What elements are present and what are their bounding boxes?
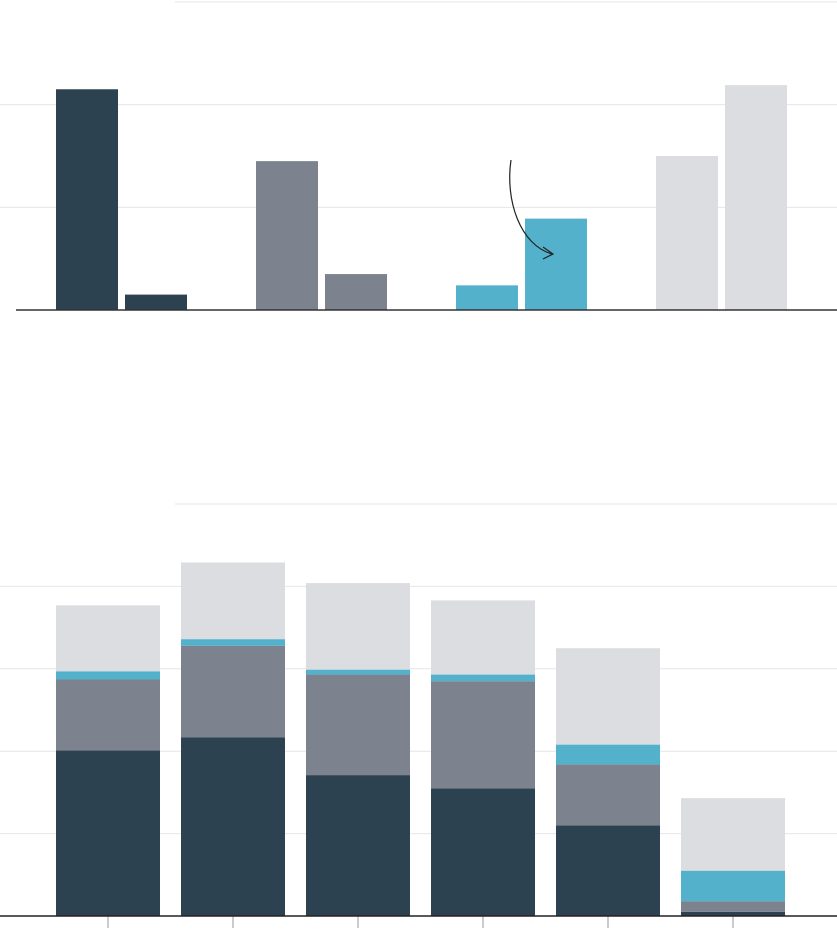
stacked-bar-segment xyxy=(306,775,410,916)
stacked-bar-segment xyxy=(431,600,535,675)
stacked-bar-segment xyxy=(306,583,410,670)
stacked-bar-chart xyxy=(0,503,837,928)
bar xyxy=(256,161,318,310)
stacked-bar-segment xyxy=(181,645,285,738)
bar xyxy=(525,218,587,310)
bar xyxy=(325,274,387,310)
stacked-bar-segment xyxy=(181,562,285,640)
stacked-bar-segment xyxy=(681,798,785,871)
stacked-bar-segment xyxy=(306,674,410,776)
grouped-bar-chart xyxy=(0,1,837,311)
stacked-bar-segment xyxy=(431,681,535,789)
stacked-bar-segment xyxy=(56,750,160,916)
stacked-bar-segment xyxy=(181,639,285,646)
stacked-bar-segment xyxy=(431,788,535,916)
bar xyxy=(56,89,118,311)
bar xyxy=(656,156,718,310)
annotation-arrow xyxy=(509,159,553,255)
stacked-bar-segment xyxy=(56,671,160,680)
stacked-bar-segment xyxy=(556,648,660,745)
stacked-bar-segment xyxy=(681,911,785,916)
stacked-bar-segment xyxy=(181,737,285,916)
bar xyxy=(725,85,787,310)
bar xyxy=(125,294,187,310)
stacked-bar-segment xyxy=(431,674,535,682)
stacked-bar-segment xyxy=(56,679,160,751)
arrowhead-icon xyxy=(542,246,555,260)
bar xyxy=(456,285,518,310)
stacked-bar-segment xyxy=(681,901,785,912)
stacked-bar-segment xyxy=(556,744,660,765)
stacked-bar-segment xyxy=(56,605,160,672)
stacked-bar-segment xyxy=(681,870,785,902)
stacked-bar-segment xyxy=(556,825,660,916)
stacked-bar-segment xyxy=(556,764,660,826)
stacked-bar-segment xyxy=(306,669,410,675)
